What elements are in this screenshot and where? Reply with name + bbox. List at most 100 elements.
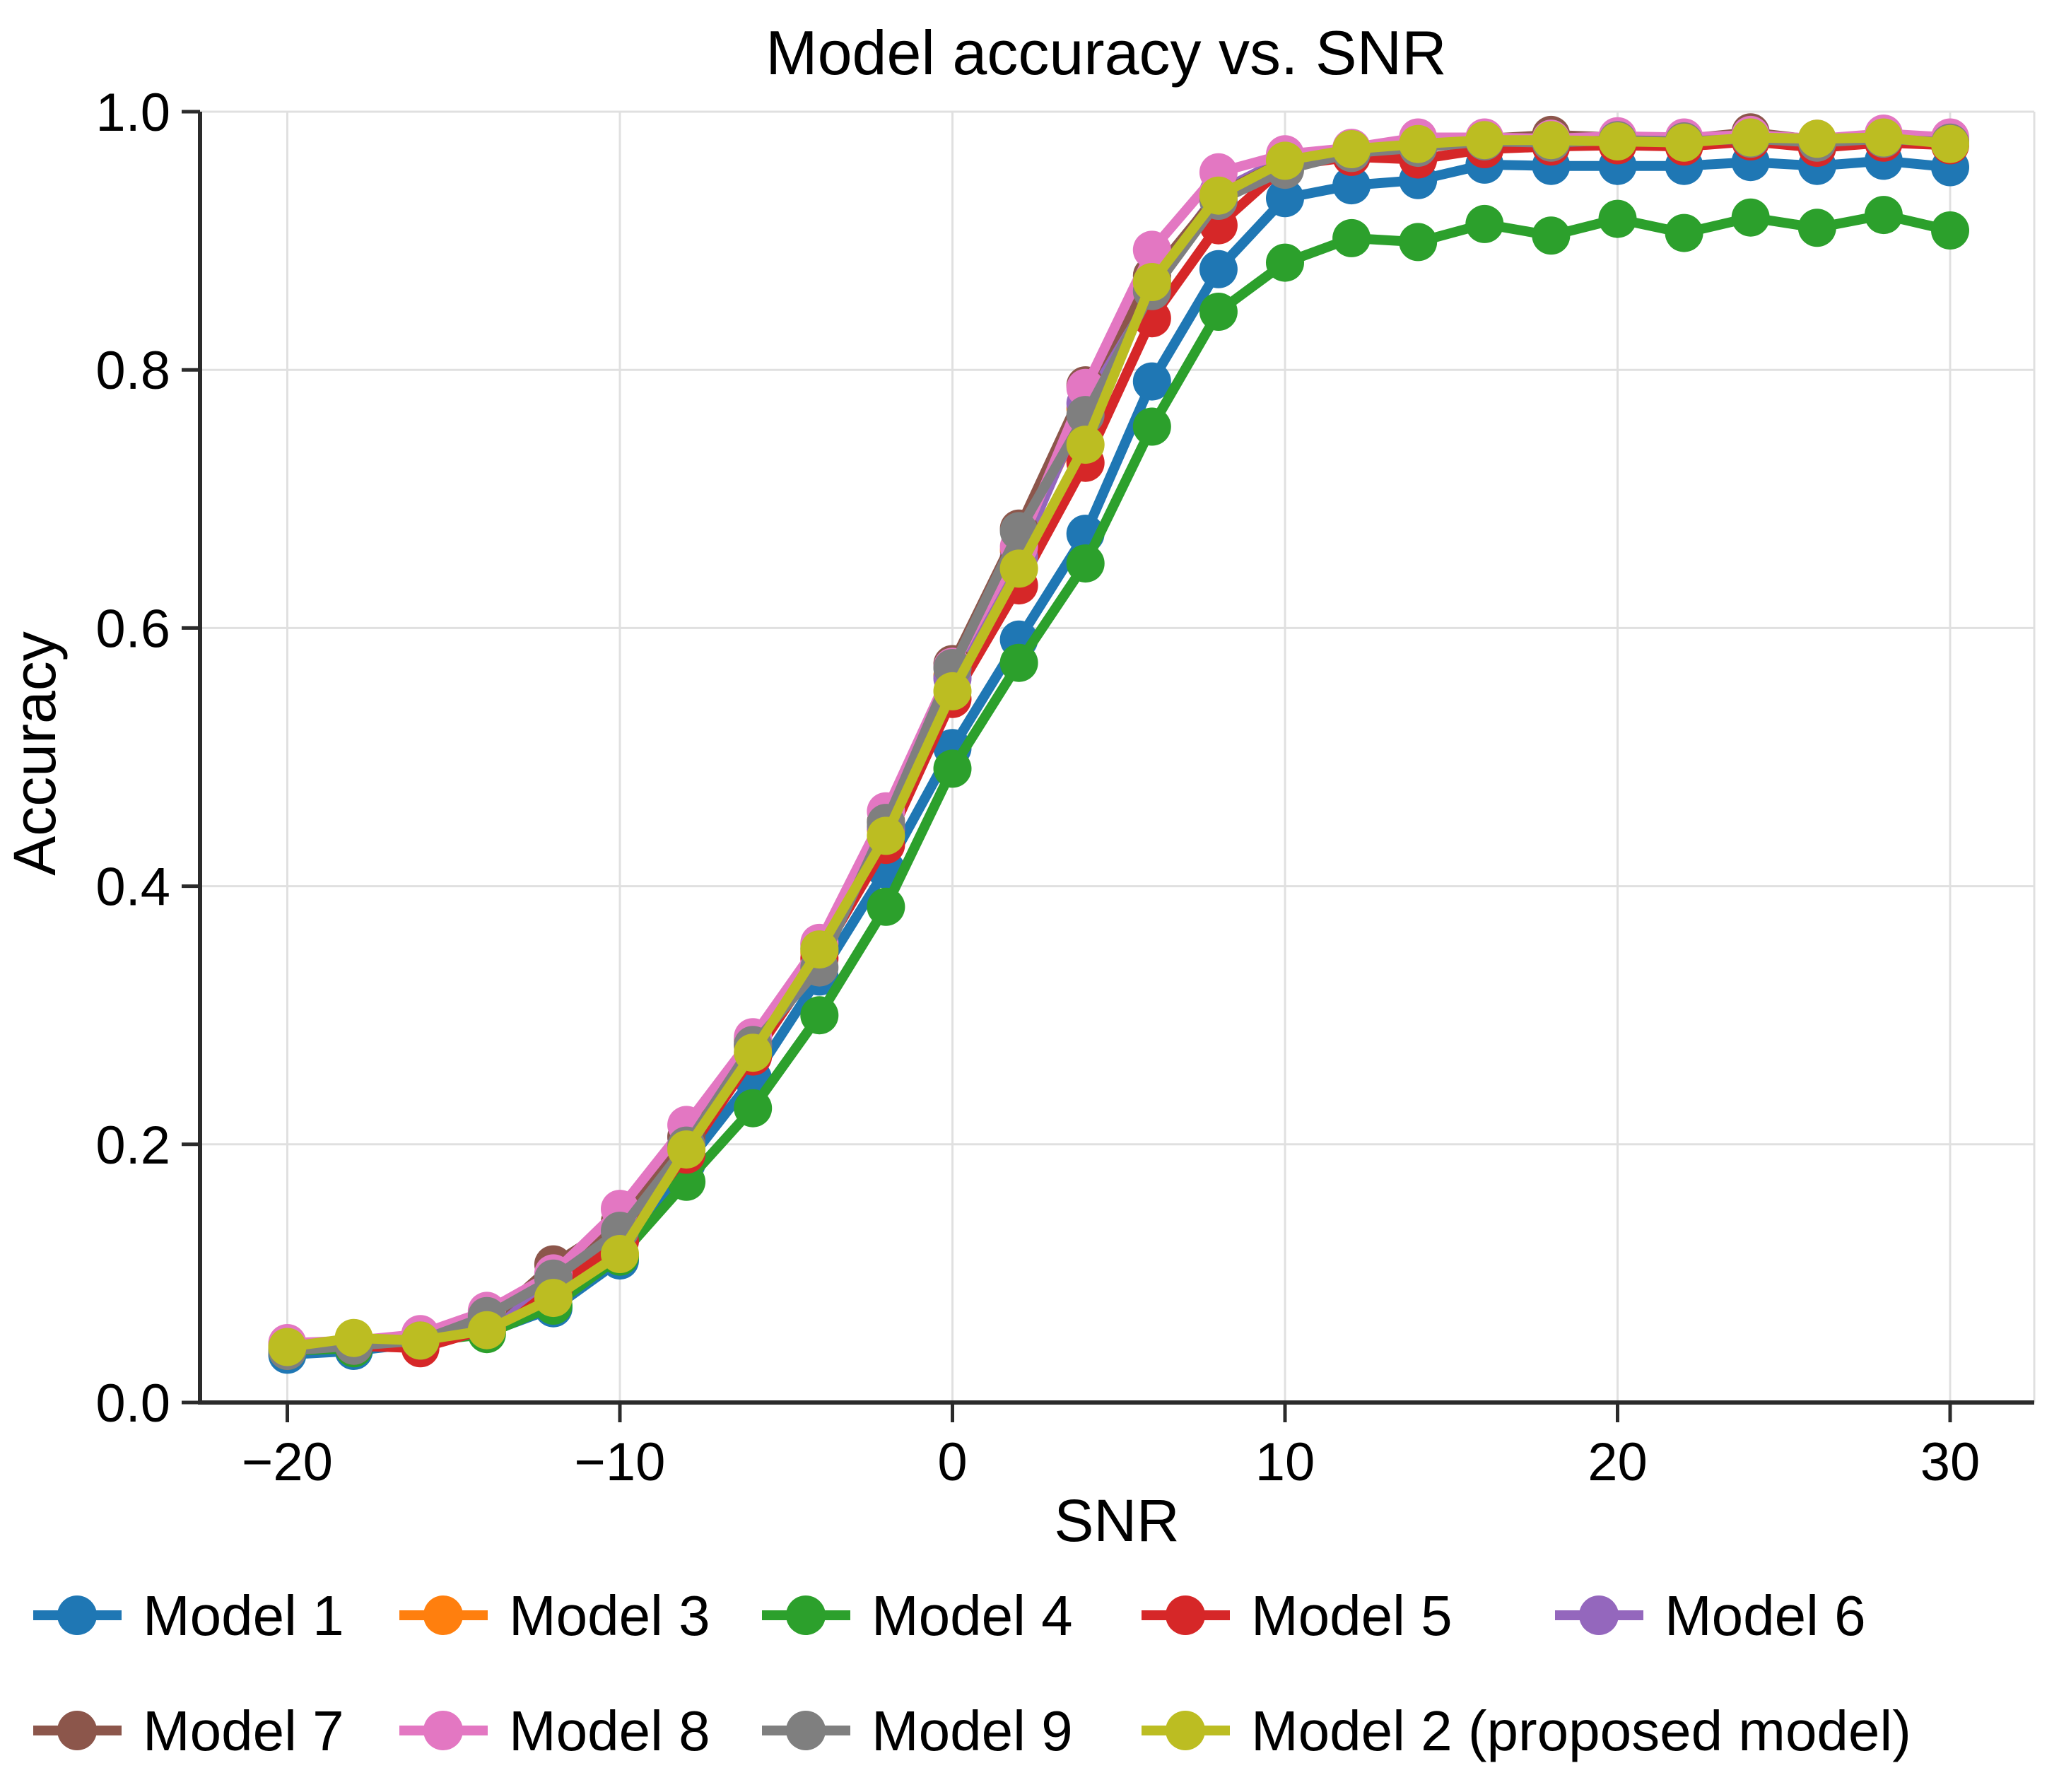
grid-lines bbox=[200, 110, 2036, 1402]
series-model-3 bbox=[268, 118, 1969, 1369]
data-point bbox=[667, 1130, 706, 1169]
legend-item-model-9: Model 9 bbox=[762, 1699, 1073, 1762]
legend-item-model-3: Model 3 bbox=[399, 1584, 710, 1647]
data-point bbox=[1665, 123, 1703, 162]
legend-label: Model 4 bbox=[872, 1584, 1073, 1647]
y-tick-label: 0.4 bbox=[95, 857, 170, 918]
legend-label: Model 8 bbox=[509, 1699, 710, 1762]
chart-legend: Model 1 Model 3 Model 4 Model 5 Model 6 Model… bbox=[33, 1584, 1911, 1762]
series-model-6 bbox=[268, 117, 1969, 1365]
legend-label: Model 5 bbox=[1251, 1584, 1453, 1647]
legend-marker-dot bbox=[1166, 1711, 1205, 1750]
data-point bbox=[1199, 176, 1238, 215]
series-model-7 bbox=[268, 113, 1969, 1369]
data-point bbox=[999, 643, 1038, 682]
data-point bbox=[401, 1321, 440, 1360]
data-point bbox=[933, 749, 972, 788]
data-point bbox=[734, 1033, 773, 1072]
y-axis-label: Accuracy bbox=[1, 631, 68, 875]
legend-label: Model 1 bbox=[143, 1584, 344, 1647]
x-tick-label: −10 bbox=[575, 1432, 666, 1492]
data-point bbox=[1532, 121, 1571, 160]
data-point bbox=[1266, 141, 1304, 180]
tick-labels: 0.0 0.2 0.4 0.6 0.8 1.0 −20 −10 0 10 20 30 bbox=[95, 83, 1980, 1492]
legend-label: Model 3 bbox=[509, 1584, 710, 1647]
data-point bbox=[1199, 293, 1238, 331]
series-line bbox=[282, 129, 1955, 1348]
data-point bbox=[800, 996, 839, 1035]
data-point bbox=[1399, 124, 1438, 163]
data-point bbox=[268, 1328, 307, 1366]
legend-marker-dot bbox=[57, 1595, 97, 1635]
data-point bbox=[1532, 216, 1571, 255]
data-point bbox=[534, 1279, 573, 1318]
data-point bbox=[1731, 198, 1770, 237]
data-point bbox=[1266, 179, 1304, 218]
x-tick-label: 0 bbox=[937, 1432, 967, 1492]
legend-item-model-1: Model 1 bbox=[33, 1584, 344, 1647]
x-axis-label: SNR bbox=[1054, 1487, 1179, 1554]
data-point bbox=[1066, 426, 1105, 464]
data-point bbox=[1132, 362, 1171, 401]
legend-item-model-8: Model 8 bbox=[399, 1699, 710, 1762]
data-point bbox=[800, 930, 839, 969]
x-tick-label: 10 bbox=[1255, 1432, 1315, 1492]
series-model-8 bbox=[268, 115, 1969, 1362]
legend-label: Model 9 bbox=[872, 1699, 1073, 1762]
legend-item-model-2-proposed-model: Model 2 (proposed model) bbox=[1142, 1699, 1911, 1762]
data-point bbox=[1731, 118, 1770, 157]
data-point bbox=[1864, 118, 1903, 157]
data-point bbox=[1132, 230, 1171, 269]
data-point bbox=[1332, 130, 1371, 168]
legend-item-model-7: Model 7 bbox=[33, 1699, 344, 1762]
data-point bbox=[867, 816, 905, 855]
data-point bbox=[734, 1089, 773, 1128]
legend-marker-dot bbox=[1166, 1595, 1205, 1635]
series-model-2-proposed-model bbox=[268, 118, 1969, 1366]
series-model-9 bbox=[268, 119, 1969, 1370]
x-tick-label: 30 bbox=[1920, 1432, 1981, 1492]
data-point bbox=[334, 1318, 373, 1357]
data-point bbox=[1797, 119, 1836, 158]
legend-marker-dot bbox=[786, 1711, 826, 1750]
data-point bbox=[1864, 196, 1903, 235]
data-point bbox=[1132, 263, 1171, 301]
data-point bbox=[467, 1311, 506, 1349]
y-tick-label: 0.0 bbox=[95, 1374, 170, 1434]
data-point bbox=[1931, 124, 1969, 163]
data-point bbox=[1199, 250, 1238, 288]
data-point bbox=[1797, 209, 1836, 247]
data-point bbox=[999, 549, 1038, 588]
legend-marker-dot bbox=[1579, 1595, 1619, 1635]
data-point bbox=[1598, 199, 1637, 238]
data-point bbox=[1665, 213, 1703, 252]
y-tick-label: 1.0 bbox=[95, 83, 170, 143]
legend-marker-dot bbox=[423, 1711, 463, 1750]
data-point bbox=[1399, 223, 1438, 262]
data-point bbox=[1332, 218, 1371, 257]
data-point bbox=[1132, 407, 1171, 446]
legend-marker-dot bbox=[57, 1711, 97, 1750]
data-series bbox=[268, 113, 1969, 1374]
data-point bbox=[1066, 544, 1105, 583]
y-tick-label: 0.8 bbox=[95, 341, 170, 401]
legend-marker-dot bbox=[423, 1595, 463, 1635]
data-point bbox=[1465, 204, 1504, 243]
legend-marker-dot bbox=[786, 1595, 826, 1635]
legend-item-model-4: Model 4 bbox=[762, 1584, 1073, 1647]
y-tick-label: 0.6 bbox=[95, 599, 170, 659]
data-point bbox=[1266, 243, 1304, 282]
axes bbox=[182, 110, 2034, 1422]
legend-label: Model 2 (proposed model) bbox=[1251, 1699, 1911, 1762]
data-point bbox=[1465, 121, 1504, 160]
x-tick-label: −20 bbox=[242, 1432, 333, 1492]
data-point bbox=[1931, 211, 1969, 250]
x-tick-label: 20 bbox=[1588, 1432, 1648, 1492]
legend-label: Model 7 bbox=[143, 1699, 344, 1762]
legend-item-model-6: Model 6 bbox=[1555, 1584, 1866, 1647]
data-point bbox=[1332, 166, 1371, 205]
y-tick-label: 0.2 bbox=[95, 1115, 170, 1176]
data-point bbox=[867, 887, 905, 926]
